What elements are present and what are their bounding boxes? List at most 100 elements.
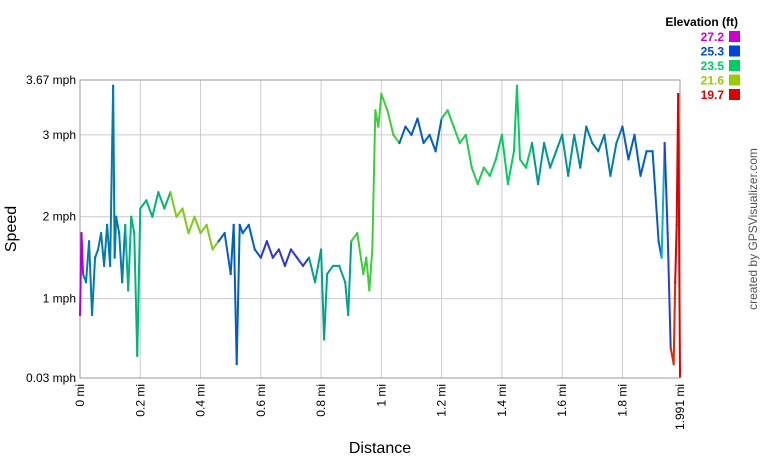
speed-segment xyxy=(464,133,473,169)
speed-segment xyxy=(585,125,594,145)
speed-segment xyxy=(80,232,85,276)
speed-segment xyxy=(112,84,116,259)
speed-segment xyxy=(323,273,329,341)
speed-point xyxy=(347,313,350,317)
speed-point xyxy=(322,338,326,341)
speed-point xyxy=(677,92,680,96)
speed-segment xyxy=(677,92,681,378)
legend-label: 27.2 xyxy=(701,30,725,44)
speed-segment xyxy=(308,256,317,284)
speed-segment xyxy=(482,166,491,177)
speed-segment xyxy=(525,142,534,169)
speed-point xyxy=(377,125,380,128)
speed-point xyxy=(615,141,618,145)
speed-point xyxy=(326,272,329,276)
speed-point xyxy=(78,313,82,317)
speed-segment xyxy=(199,223,208,235)
x-tick-label: 1.6 mi xyxy=(555,384,569,417)
speed-series xyxy=(78,84,682,378)
speed-point xyxy=(113,256,116,259)
speed-point xyxy=(319,248,323,251)
legend-swatch xyxy=(729,74,740,86)
speed-point xyxy=(109,264,112,267)
x-tick-label: 0.8 mi xyxy=(314,384,328,417)
speed-segment xyxy=(187,215,196,235)
speed-point xyxy=(133,231,136,235)
speed-point xyxy=(301,264,305,267)
speed-point xyxy=(371,248,374,251)
speed-point xyxy=(440,117,443,120)
speed-segment xyxy=(223,232,232,276)
speed-point xyxy=(338,264,341,267)
y-tick-label: 2 mph xyxy=(43,210,76,224)
speed-segment xyxy=(320,248,326,341)
speed-segment xyxy=(422,133,431,145)
speed-segment xyxy=(410,117,419,136)
x-tick-label: 0.6 mi xyxy=(254,384,268,417)
speed-segment xyxy=(672,281,677,366)
speed-point xyxy=(500,133,503,136)
speed-segment xyxy=(500,133,509,185)
speed-point xyxy=(515,84,519,87)
speed-point xyxy=(621,125,624,128)
speed-segment xyxy=(615,125,624,145)
speed-point xyxy=(80,231,83,235)
speed-point xyxy=(163,207,166,210)
speed-point xyxy=(115,215,118,218)
speed-segment xyxy=(404,125,413,136)
speed-segment xyxy=(515,84,521,161)
speed-segment xyxy=(567,133,576,177)
speed-segment xyxy=(470,166,479,185)
legend-title: Elevation (ft) xyxy=(665,15,738,29)
speed-point xyxy=(151,215,154,218)
speed-point xyxy=(193,215,196,218)
speed-point xyxy=(265,240,268,243)
speed-segment xyxy=(377,92,383,128)
speed-point xyxy=(633,133,636,136)
speed-segment xyxy=(573,133,582,169)
speed-point xyxy=(458,141,461,145)
legend-label: 23.5 xyxy=(701,59,725,73)
speed-segment xyxy=(91,256,97,316)
speed-point xyxy=(452,125,455,128)
speed-point xyxy=(645,150,648,153)
speed-point xyxy=(235,362,238,366)
speed-point xyxy=(404,125,407,128)
speed-segment xyxy=(651,150,660,243)
speed-segment xyxy=(283,248,292,267)
speed-point xyxy=(217,240,220,243)
speed-segment xyxy=(103,223,109,267)
speed-point xyxy=(362,272,365,276)
speed-segment xyxy=(597,133,606,153)
speed-point xyxy=(428,133,431,136)
legend-label: 19.7 xyxy=(701,88,725,102)
speed-point xyxy=(627,158,630,161)
speed-point xyxy=(488,174,491,177)
speed-segment xyxy=(130,215,136,235)
speed-point xyxy=(678,375,682,378)
x-axis-title: Distance xyxy=(349,440,411,457)
speed-point xyxy=(555,150,558,153)
speed-point xyxy=(118,231,121,235)
speed-point xyxy=(386,109,389,112)
speed-segment xyxy=(518,158,528,169)
x-tick-label: 1.4 mi xyxy=(495,384,509,417)
y-tick-label: 3 mph xyxy=(43,128,76,142)
speed-segment xyxy=(205,223,214,251)
speed-point xyxy=(124,223,127,227)
speed-segment xyxy=(446,109,455,128)
speed-point xyxy=(380,92,383,96)
speed-point xyxy=(470,166,473,169)
speed-point xyxy=(464,133,467,136)
speed-segment xyxy=(338,264,347,284)
speed-segment xyxy=(386,109,395,136)
speed-point xyxy=(672,362,675,366)
speed-segment xyxy=(88,240,94,316)
speed-segment xyxy=(175,207,184,218)
speed-segment xyxy=(350,232,359,243)
speed-point xyxy=(416,117,419,120)
speed-segment xyxy=(674,223,678,284)
speed-segment xyxy=(639,150,648,177)
speed-point xyxy=(350,240,353,243)
speed-point xyxy=(103,264,106,267)
